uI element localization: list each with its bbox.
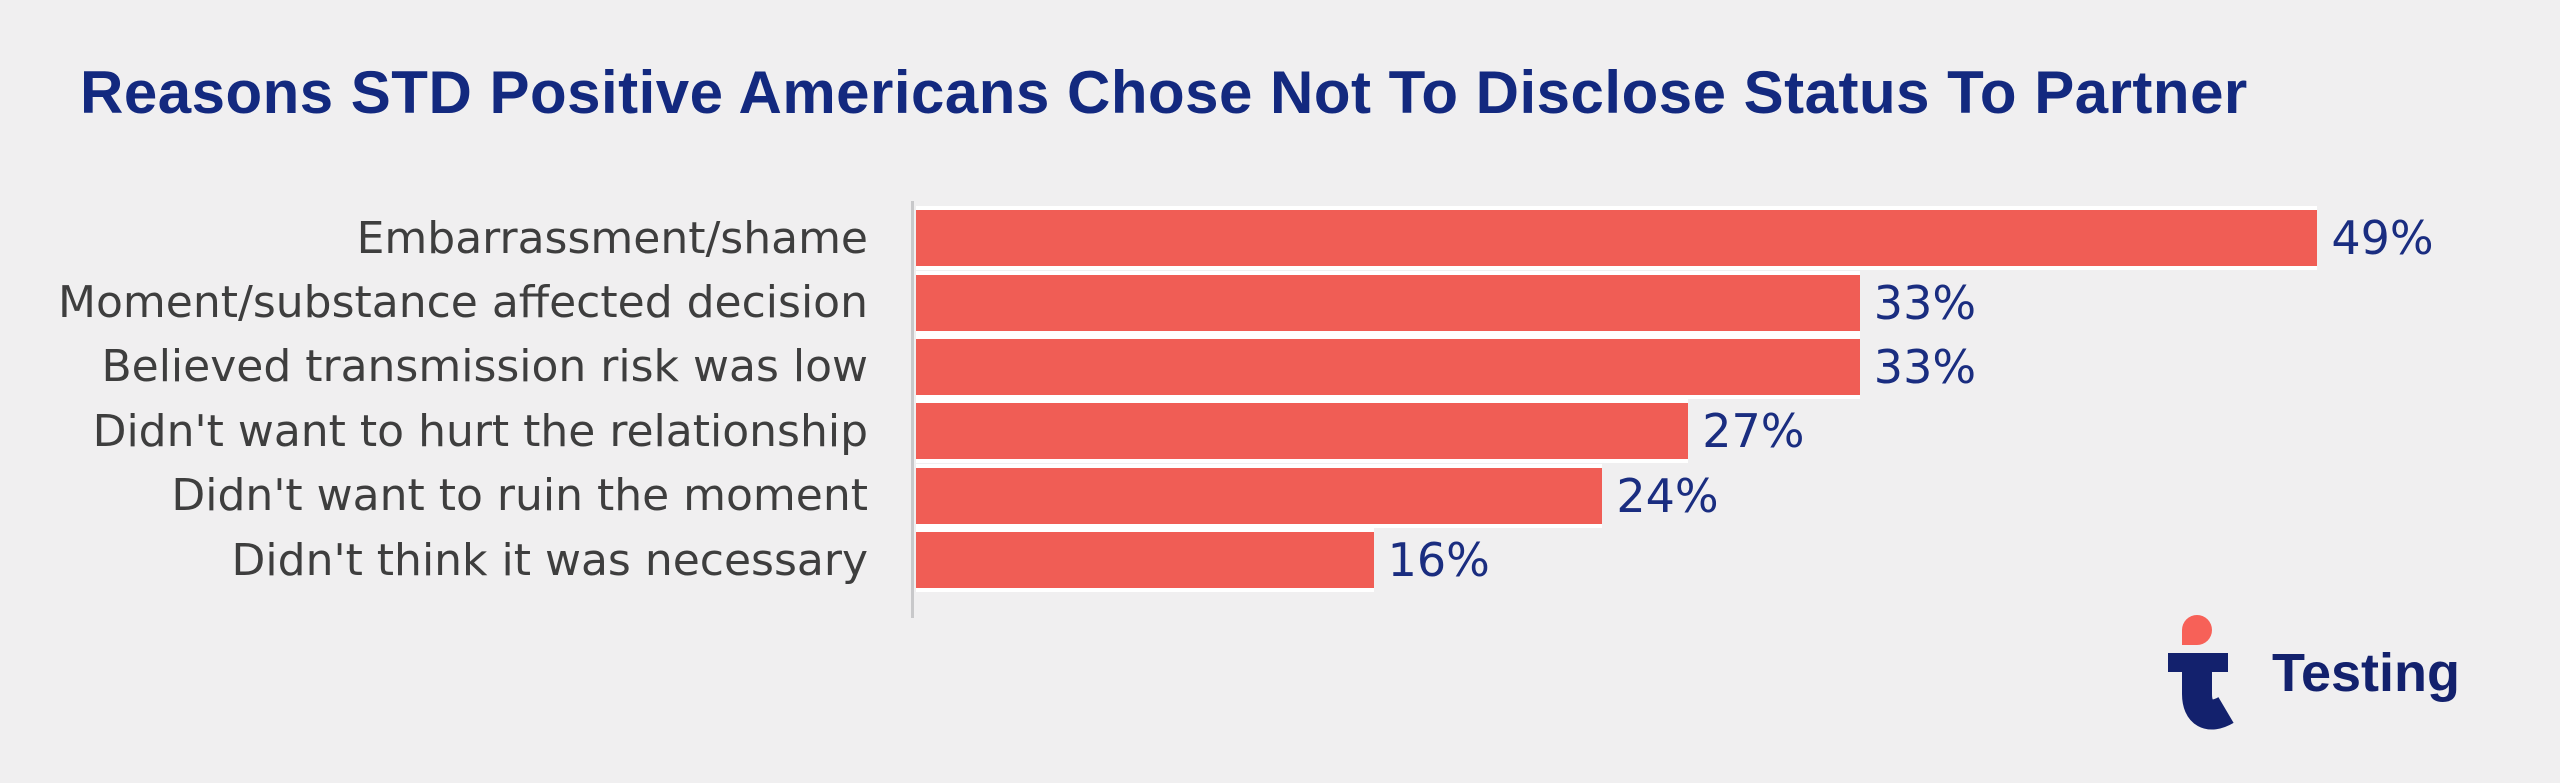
bar xyxy=(916,334,1860,399)
bar-row: Didn't think it was necessary 16% xyxy=(0,528,2560,593)
bar-chart: Embarrassment/shame 49% Moment/substance… xyxy=(0,201,2560,618)
category-label: Moment/substance affected decision xyxy=(58,277,868,329)
category-label: Didn't think it was necessary xyxy=(231,534,868,586)
bar xyxy=(916,399,1689,464)
bar xyxy=(916,270,1860,335)
value-label: 27% xyxy=(1702,404,1805,459)
bar-row: Moment/substance affected decision 33% xyxy=(0,270,2560,335)
chart-title: Reasons STD Positive Americans Chose Not… xyxy=(80,59,2248,126)
brand-name: Testing xyxy=(2272,643,2460,703)
logo-t-stem xyxy=(2182,656,2234,730)
value-label: 33% xyxy=(1873,339,1977,394)
testing-logo-icon xyxy=(2168,615,2234,730)
bar xyxy=(916,528,1374,593)
bar xyxy=(916,463,1603,528)
value-label: 16% xyxy=(1387,533,1490,588)
category-label: Embarrassment/shame xyxy=(356,212,868,264)
logo-coral-dot xyxy=(2182,615,2212,645)
value-label: 24% xyxy=(1616,468,1719,523)
category-label: Didn't want to hurt the relationship xyxy=(92,405,868,457)
bar-row: Embarrassment/shame 49% xyxy=(0,206,2560,271)
category-label: Didn't want to ruin the moment xyxy=(171,470,868,522)
bar-row: Didn't want to ruin the moment 24% xyxy=(0,463,2560,528)
bar-row: Believed transmission risk was low 33% xyxy=(0,334,2560,399)
value-label: 49% xyxy=(2331,211,2434,266)
category-label: Believed transmission risk was low xyxy=(101,341,868,393)
bar xyxy=(916,206,2318,271)
bar-row: Didn't want to hurt the relationship 27% xyxy=(0,399,2560,464)
y-axis-line xyxy=(911,201,914,618)
brand-logo: Testing xyxy=(2168,612,2528,742)
value-label: 33% xyxy=(1873,275,1977,330)
